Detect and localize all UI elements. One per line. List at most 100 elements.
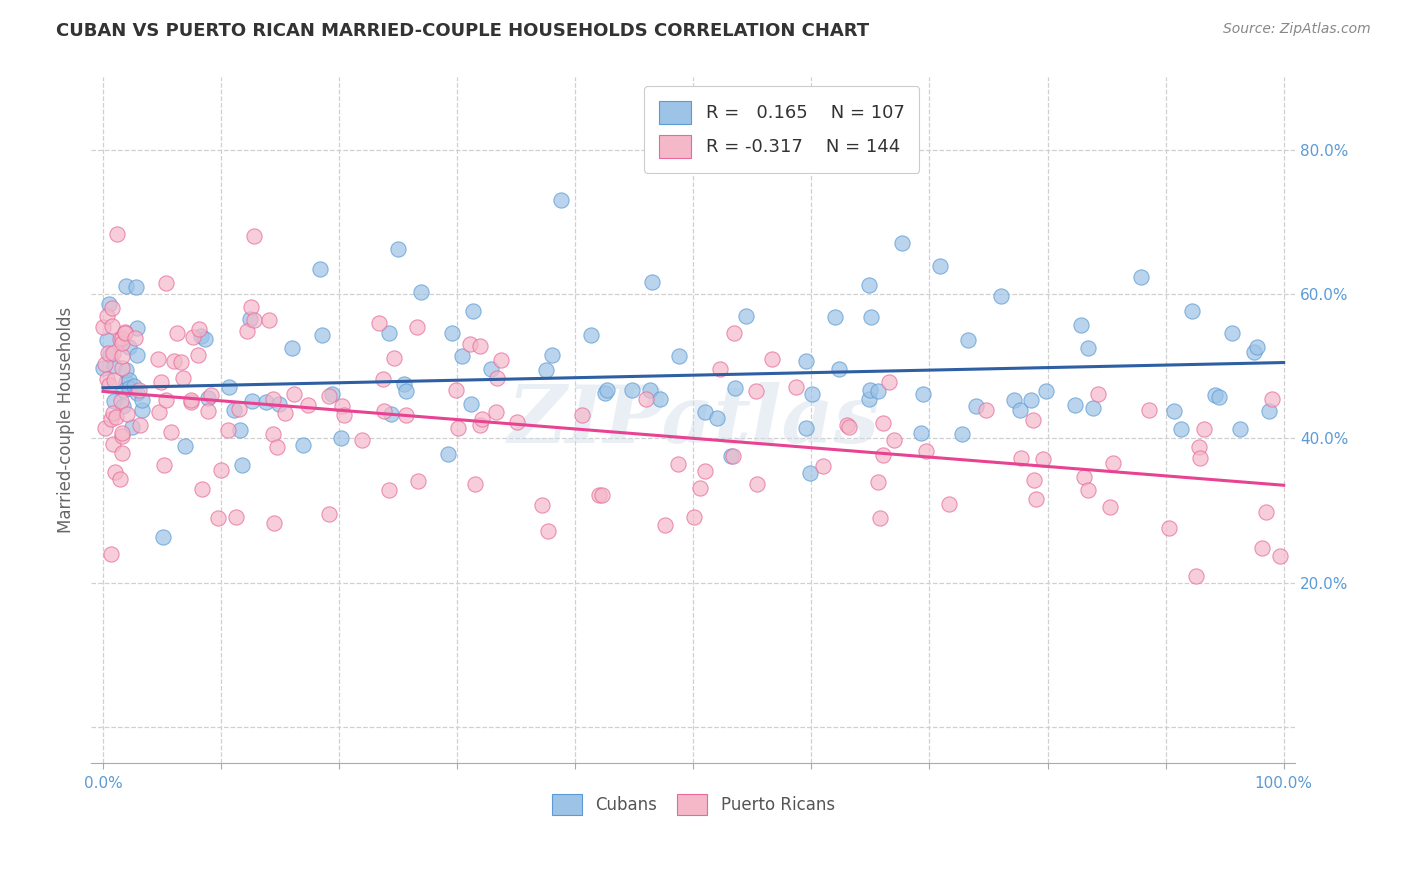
Point	[724, 381, 747, 395]
Point	[228, 402, 250, 417]
Point	[172, 371, 194, 385]
Point	[148, 405, 170, 419]
Point	[1204, 388, 1226, 402]
Point	[1010, 451, 1032, 466]
Point	[460, 337, 482, 351]
Point	[835, 418, 858, 433]
Point	[371, 372, 394, 386]
Point	[377, 483, 399, 497]
Point	[100, 318, 122, 333]
Point	[101, 405, 124, 419]
Text: Source: ZipAtlas.com: Source: ZipAtlas.com	[1223, 22, 1371, 37]
Point	[877, 375, 900, 389]
Point	[352, 433, 374, 447]
Point	[1222, 326, 1244, 341]
Point	[231, 458, 253, 472]
Point	[444, 384, 467, 398]
Point	[1268, 549, 1291, 563]
Point	[128, 418, 150, 433]
Point	[471, 412, 494, 426]
Point	[468, 338, 491, 352]
Point	[112, 399, 135, 413]
Point	[98, 377, 121, 392]
Point	[868, 475, 890, 490]
Point	[591, 488, 613, 502]
Text: ZIPatlas: ZIPatlas	[508, 382, 879, 459]
Point	[550, 193, 572, 207]
Point	[869, 511, 891, 525]
Point	[1137, 402, 1160, 417]
Point	[291, 438, 314, 452]
Point	[121, 420, 143, 434]
Point	[409, 285, 432, 299]
Point	[828, 361, 851, 376]
Point	[536, 524, 558, 538]
Point	[965, 399, 987, 413]
Point	[858, 392, 880, 407]
Point	[811, 459, 834, 474]
Point	[441, 326, 464, 340]
Point	[127, 348, 149, 362]
Point	[1070, 318, 1092, 332]
Point	[785, 380, 807, 394]
Point	[200, 388, 222, 402]
Point	[1246, 340, 1268, 354]
Point	[654, 518, 676, 533]
Point	[394, 384, 416, 399]
Point	[96, 333, 118, 347]
Point	[721, 449, 744, 463]
Point	[1077, 483, 1099, 497]
Point	[118, 340, 141, 354]
Point	[93, 320, 115, 334]
Point	[506, 415, 529, 429]
Point	[534, 363, 557, 377]
Point	[283, 386, 305, 401]
Point	[146, 351, 169, 366]
Point	[1261, 392, 1284, 407]
Point	[571, 408, 593, 422]
Point	[105, 227, 128, 242]
Point	[166, 326, 188, 340]
Point	[794, 421, 817, 435]
Point	[595, 386, 617, 401]
Point	[1229, 422, 1251, 436]
Point	[1035, 384, 1057, 398]
Point	[112, 383, 135, 397]
Point	[1257, 404, 1279, 418]
Point	[240, 394, 263, 409]
Point	[824, 310, 846, 325]
Point	[485, 404, 508, 418]
Point	[1181, 304, 1204, 318]
Point	[108, 333, 131, 347]
Point	[1170, 422, 1192, 436]
Point	[239, 312, 262, 326]
Point	[636, 392, 658, 406]
Y-axis label: Married-couple Households: Married-couple Households	[58, 307, 75, 533]
Point	[269, 397, 291, 411]
Point	[281, 341, 304, 355]
Point	[460, 397, 482, 411]
Point	[108, 472, 131, 486]
Point	[103, 373, 125, 387]
Point	[115, 363, 138, 377]
Point	[194, 332, 217, 346]
Point	[191, 482, 214, 496]
Point	[330, 399, 353, 413]
Point	[640, 276, 662, 290]
Point	[111, 425, 134, 440]
Point	[181, 329, 204, 343]
Point	[111, 335, 134, 350]
Point	[101, 436, 124, 450]
Point	[838, 420, 860, 434]
Point	[173, 439, 195, 453]
Point	[957, 334, 980, 348]
Point	[450, 349, 472, 363]
Point	[640, 383, 662, 397]
Point	[1022, 413, 1045, 427]
Point	[117, 373, 139, 387]
Point	[311, 327, 333, 342]
Point	[468, 417, 491, 432]
Point	[318, 508, 340, 522]
Point	[588, 488, 610, 502]
Point	[1208, 390, 1230, 404]
